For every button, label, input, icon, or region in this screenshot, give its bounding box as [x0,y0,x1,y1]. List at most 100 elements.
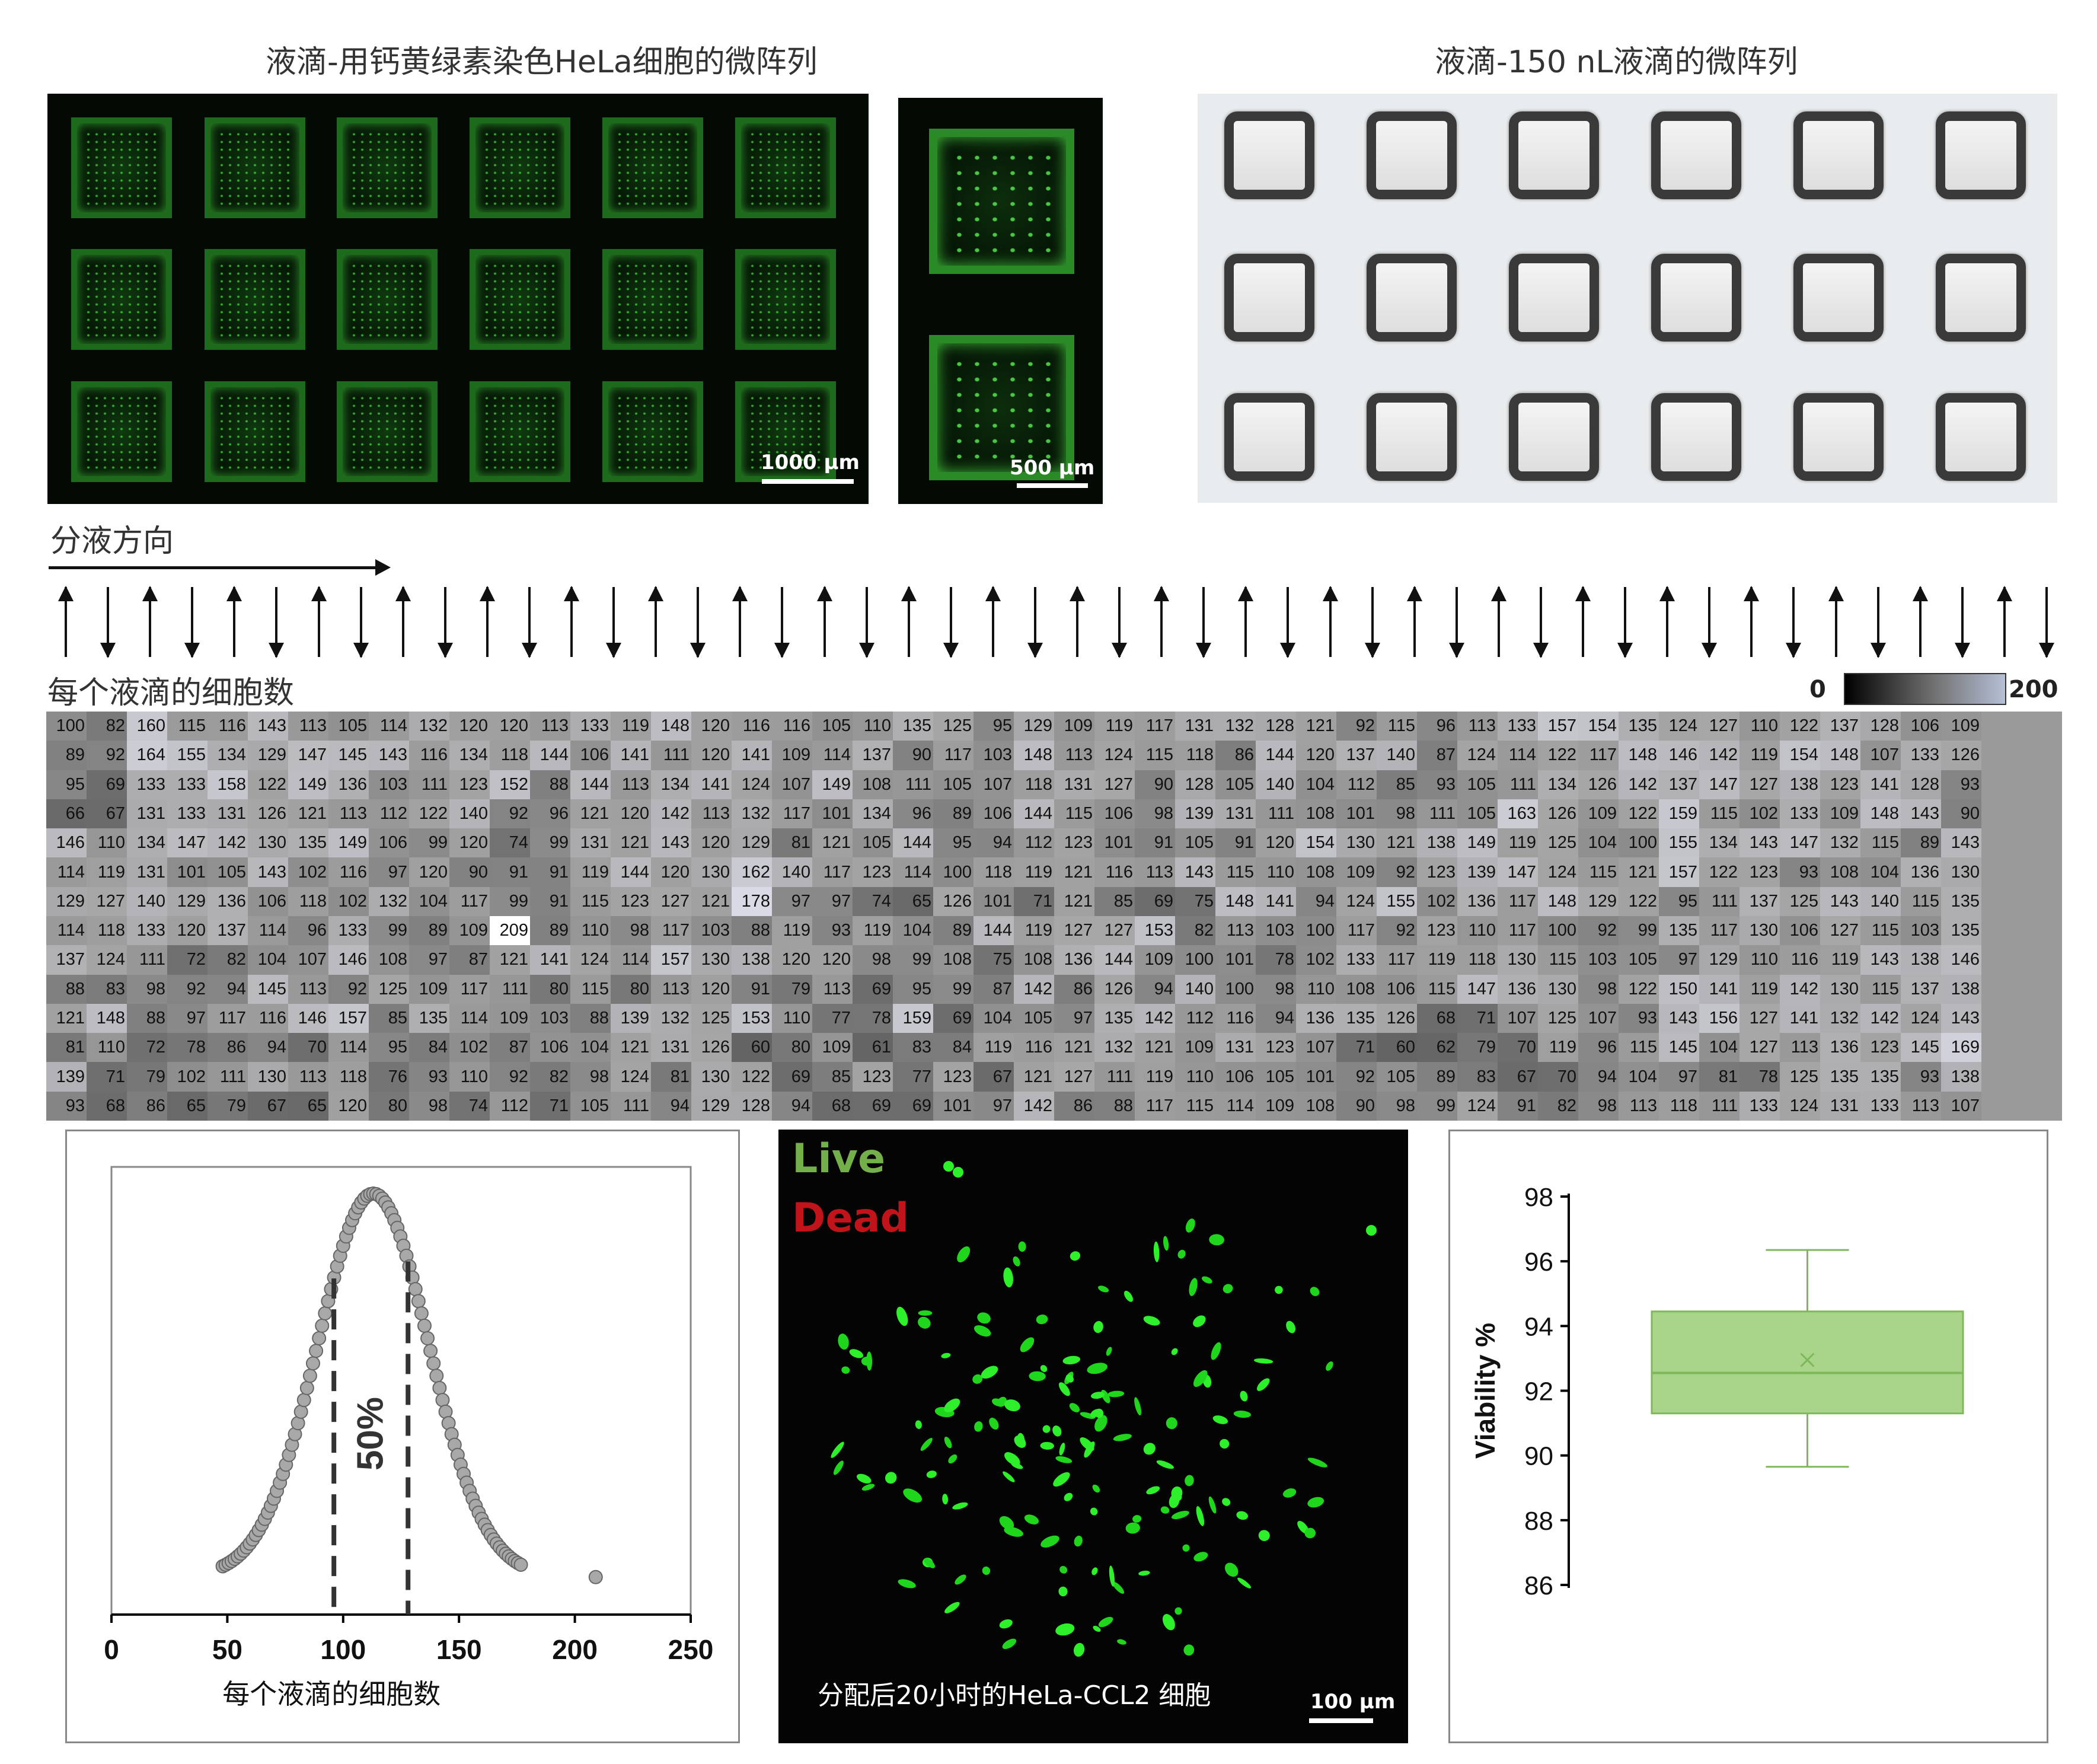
data-point [414,1306,429,1320]
heatmap-cell: 88 [732,916,772,946]
heatmap-cell: 96 [1578,1033,1619,1063]
heatmap-cell: 149 [1457,828,1498,858]
heatmap-cell: 68 [1417,1003,1457,1033]
live-cell [1256,1378,1270,1391]
heatmap-cell: 128 [732,1091,772,1121]
heatmap-cell: 120 [651,857,691,887]
heatmap-cell: 99 [530,828,570,858]
heatmap-cell: 111 [208,1062,248,1092]
heatmap-cell: 93 [1619,1003,1659,1033]
heatmap-cell: 117 [933,741,974,770]
heatmap-cell: 91 [530,857,570,887]
heatmap-cell: 124 [1780,1091,1820,1121]
heatmap-cell: 143 [1860,945,1901,975]
heatmap-cell: 123 [1256,1033,1296,1063]
heatmap-cell: 115 [167,712,208,741]
heatmap-cell: 105 [1377,1062,1417,1092]
heatmap-cell: 113 [691,799,732,829]
heatmap-cell: 103 [530,1003,570,1033]
heatmap-cell: 93 [1780,857,1820,887]
heatmap-cell: 88 [127,1003,167,1033]
live-cell [1286,1320,1296,1334]
heatmap-cell: 100 [933,857,974,887]
heatmap-cell: 148 [651,712,691,741]
live-cell [924,1558,936,1568]
live-cell [1177,1249,1186,1259]
heatmap-cell: 126 [1578,770,1619,799]
live-cell [1193,1370,1208,1387]
heatmap-cell: 97 [812,886,853,916]
arrow-down-icon [1533,587,1549,658]
live-cell [1059,1443,1065,1456]
live-cell [1055,1623,1075,1636]
heatmap-cell: 129 [1014,712,1054,741]
live-cell [1282,1488,1297,1498]
data-point [432,1380,447,1395]
heatmap-cell: 67 [87,799,127,829]
heatmap-cell: 143 [651,828,691,858]
data-point [318,1306,333,1320]
live-cell [1307,1497,1324,1508]
heatmap-cell: 138 [1941,974,1981,1004]
heatmap-cell: 60 [732,1033,772,1063]
heatmap-cell: 142 [1014,974,1054,1004]
live-cell [1160,1506,1170,1514]
heatmap-cell: 111 [1699,886,1739,916]
heatmap-cell: 109 [1941,712,1981,741]
arrow-up-icon [142,586,158,657]
heatmap-cell: 119 [772,916,812,946]
heatmap-cell: 121 [1054,857,1094,887]
brightfield-well [1224,393,1314,481]
arrow-down-icon [100,587,116,658]
live-cell [953,1167,963,1178]
heatmap-cell: 135 [1941,886,1981,916]
fluorescence-well [602,117,703,218]
heatmap-cell: 130 [248,1062,288,1092]
heatmap-cell: 81 [651,1062,691,1092]
arrow-down-icon [1702,587,1718,658]
data-point [315,1318,330,1333]
arrow-down-icon [606,587,622,658]
arrow-up-icon [816,586,832,657]
heatmap-cell: 136 [1820,1033,1860,1063]
heatmap-cell: 147 [1699,770,1739,799]
heatmap-cell: 69 [1135,886,1175,916]
fluorescence-well [71,117,172,218]
heatmap-cell: 111 [1699,1091,1739,1121]
live-cell [1196,1506,1205,1526]
heatmap-cell: 148 [1538,886,1578,916]
heatmap-cell: 138 [1780,770,1820,799]
heatmap-cell: 110 [1296,974,1336,1004]
scale-label-500: 500 µm [1010,456,1095,480]
heatmap-cell: 141 [1699,974,1739,1004]
heatmap-cell: 120 [1256,828,1296,858]
heatmap-cell: 67 [1498,1062,1538,1092]
arrow-down-icon [690,587,706,658]
live-cell [1018,1241,1026,1252]
live-cell [1224,1562,1239,1577]
heatmap-cell: 121 [1054,886,1094,916]
data-point [293,1404,308,1419]
heatmap-cell: 121 [1377,828,1417,858]
heatmap-cell: 115 [1377,712,1417,741]
heatmap-cell: 136 [1457,886,1498,916]
heatmap-cell: 154 [1578,712,1619,741]
heatmap-cell: 109 [772,741,812,770]
heatmap-cell: 133 [1780,799,1820,829]
brightfield-well [1509,111,1599,199]
heatmap-cell: 114 [1498,741,1538,770]
arrow-down-icon [269,587,285,658]
heatmap-cell: 113 [328,799,369,829]
heatmap-cell: 115 [1619,1033,1659,1063]
heatmap-cell: 118 [1457,945,1498,975]
data-point [305,1356,320,1371]
heatmap-cell: 154 [1780,741,1820,770]
heatmap-cell: 105 [1457,799,1498,829]
heatmap-cell: 147 [1780,828,1820,858]
heatmap-cell: 112 [1175,1003,1215,1033]
arrow-up-icon [395,586,411,657]
heatmap-cell: 99 [1417,1091,1457,1121]
data-point [411,1294,426,1309]
fluorescence-well [470,249,570,350]
heatmap-cell: 144 [1256,741,1296,770]
